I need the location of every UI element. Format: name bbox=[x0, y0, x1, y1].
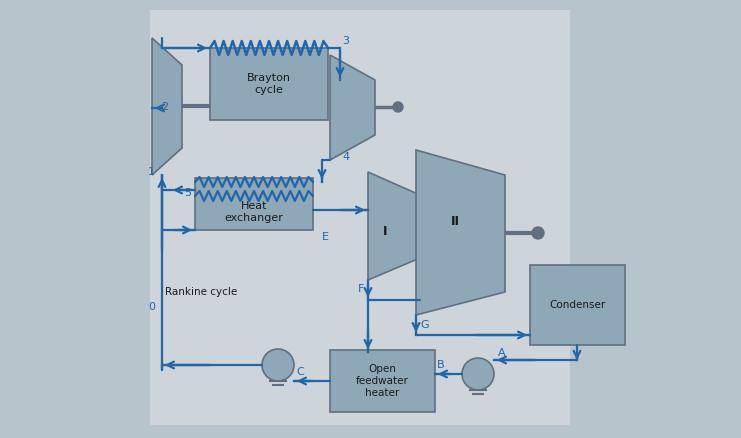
Text: 2: 2 bbox=[161, 102, 168, 112]
Bar bbox=[530, 265, 625, 345]
Bar bbox=[210, 48, 328, 120]
Text: Condenser: Condenser bbox=[549, 300, 605, 310]
Bar bbox=[330, 350, 435, 412]
Text: I: I bbox=[383, 225, 388, 238]
Text: E: E bbox=[322, 232, 329, 242]
Text: 1: 1 bbox=[148, 167, 155, 177]
Bar bbox=[150, 10, 570, 425]
Bar bbox=[195, 178, 313, 230]
Polygon shape bbox=[152, 38, 182, 175]
Text: G: G bbox=[420, 320, 428, 330]
Text: Open
feedwater
heater: Open feedwater heater bbox=[356, 364, 409, 398]
Polygon shape bbox=[416, 150, 505, 315]
Circle shape bbox=[532, 227, 544, 239]
Circle shape bbox=[462, 358, 494, 390]
Text: 5: 5 bbox=[184, 188, 191, 198]
Text: B: B bbox=[437, 360, 445, 370]
Text: A: A bbox=[498, 348, 505, 358]
Polygon shape bbox=[330, 55, 375, 160]
Text: II: II bbox=[451, 215, 459, 228]
Text: 0: 0 bbox=[148, 302, 155, 312]
Text: Rankine cycle: Rankine cycle bbox=[165, 287, 237, 297]
Text: C: C bbox=[296, 367, 304, 377]
Circle shape bbox=[393, 102, 403, 112]
Text: Heat
exchanger: Heat exchanger bbox=[225, 201, 284, 223]
Text: Brayton
cycle: Brayton cycle bbox=[247, 73, 291, 95]
Text: 3: 3 bbox=[342, 36, 349, 46]
Text: 4: 4 bbox=[342, 152, 349, 162]
Text: F: F bbox=[358, 284, 365, 294]
Circle shape bbox=[262, 349, 294, 381]
Polygon shape bbox=[368, 172, 420, 280]
